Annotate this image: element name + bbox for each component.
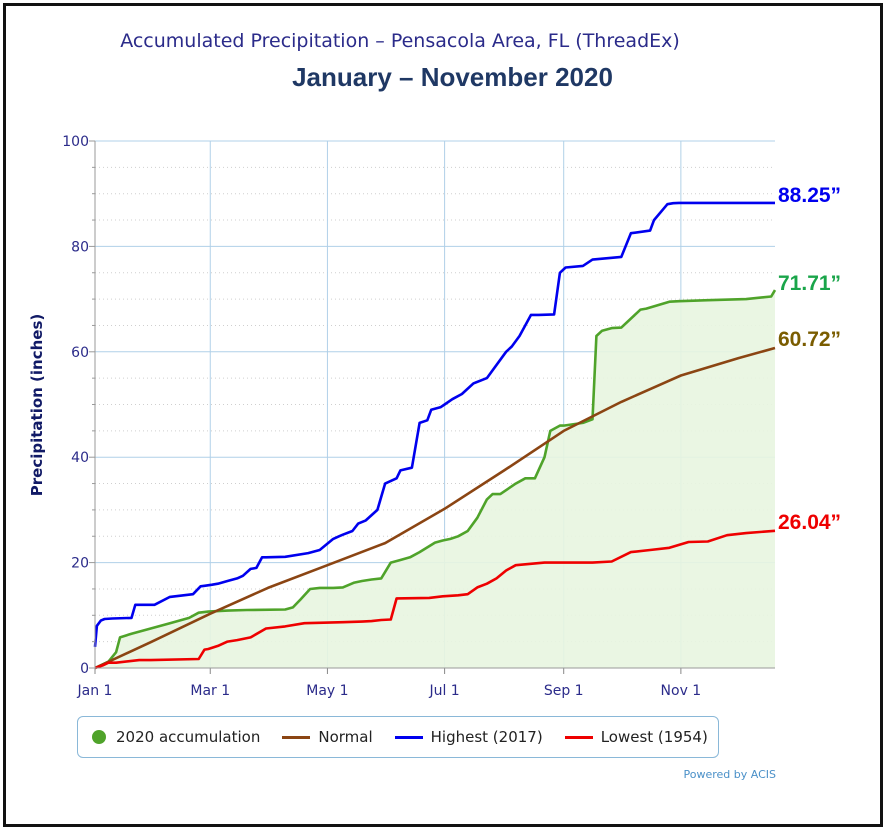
- legend-item-normal[interactable]: Normal: [282, 728, 373, 746]
- y-tick-label: 60: [71, 345, 89, 361]
- chart-legend: 2020 accumulation Normal Highest (2017) …: [77, 716, 719, 758]
- accumulation-area: [95, 290, 775, 668]
- powered-by-credit[interactable]: Powered by ACIS: [683, 768, 777, 781]
- y-tick-label: 80: [71, 239, 89, 255]
- x-tick-label: Jul 1: [428, 683, 459, 699]
- y-tick-label: 20: [71, 556, 89, 572]
- x-tick-label: Mar 1: [190, 683, 230, 699]
- chart-title: Accumulated Precipitation – Pensacola Ar…: [120, 30, 680, 52]
- series-line-normal: [94, 346, 776, 670]
- y-tick-label: 0: [80, 661, 89, 677]
- axes: 0 20 40 60 80 100 Jan 1 Mar 1 May 1 Jul 1 Sep 1 Nov…: [62, 134, 775, 699]
- x-tick-label: Sep 1: [544, 683, 584, 699]
- legend-item-highest[interactable]: Highest (2017): [394, 728, 543, 746]
- end-label-lowest: 26.04”: [778, 511, 841, 534]
- chart-subtitle: January – November 2020: [292, 62, 613, 92]
- legend-dot-icon: [92, 730, 106, 744]
- series-line-highest: [93, 201, 775, 648]
- y-tick-label: 100: [62, 134, 89, 150]
- accumulation-fill-area: [95, 290, 775, 668]
- legend-label: Lowest (1954): [600, 728, 708, 746]
- legend-item-accumulation[interactable]: 2020 accumulation: [92, 728, 260, 746]
- end-label-normal: 60.72”: [778, 328, 841, 351]
- legend-label: 2020 accumulation: [116, 728, 261, 746]
- legend-label: Normal: [318, 728, 373, 746]
- y-tick-label: 40: [71, 450, 89, 466]
- legend-item-lowest[interactable]: Lowest (1954): [564, 728, 708, 746]
- series-lines: [93, 201, 777, 670]
- legend-line-icon: [564, 735, 593, 739]
- x-tick-label: Nov 1: [661, 683, 702, 699]
- legend-line-icon: [394, 735, 423, 739]
- series-line-lowest: [94, 529, 776, 670]
- legend-line-icon: [282, 735, 311, 739]
- x-tick-label: May 1: [306, 683, 348, 699]
- end-label-highest: 88.25”: [778, 184, 841, 207]
- legend-label: Highest (2017): [430, 728, 543, 746]
- y-axis-label: Precipitation (inches): [28, 314, 46, 497]
- x-tick-label: Jan 1: [77, 683, 113, 699]
- end-label-accumulation: 71.71”: [778, 272, 841, 295]
